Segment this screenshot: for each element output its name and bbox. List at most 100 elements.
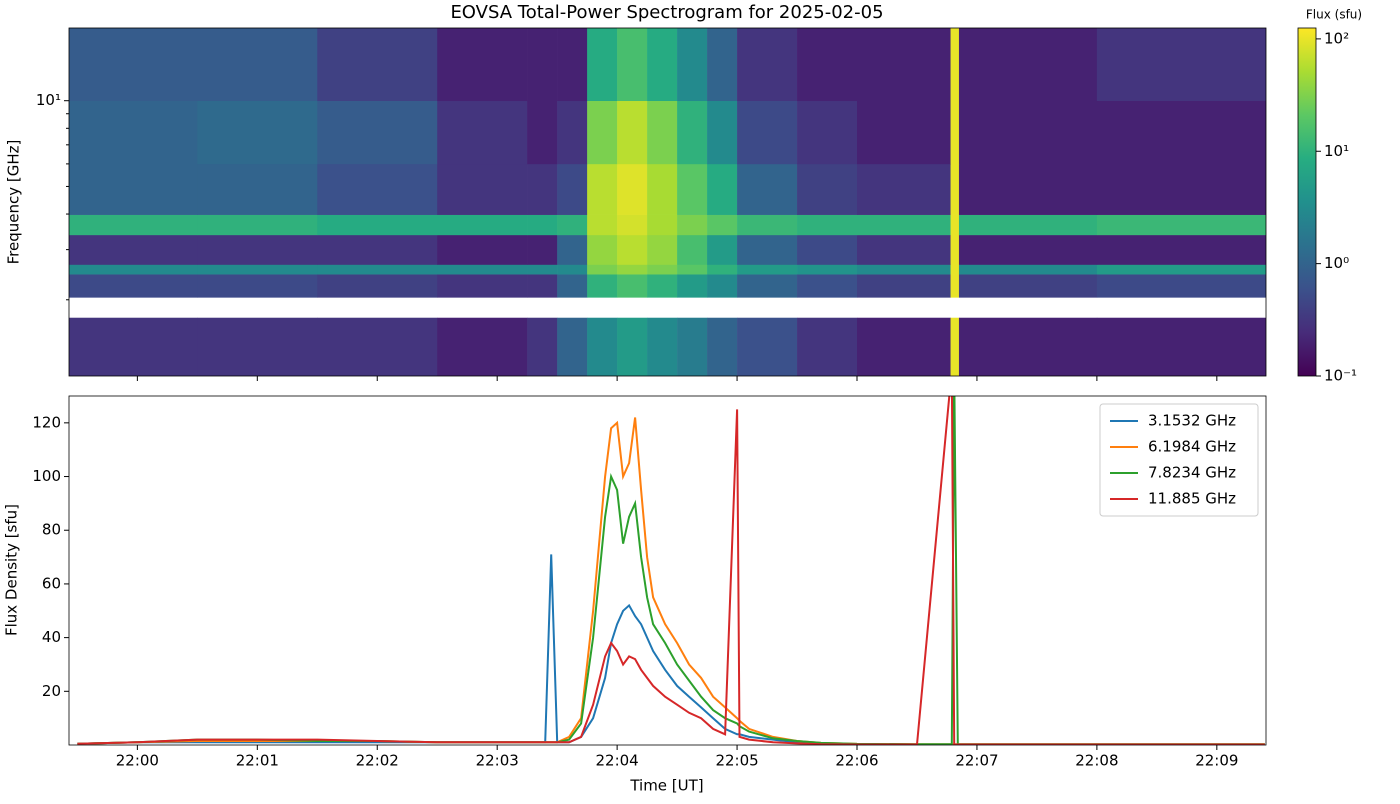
heat-cell [587,28,618,102]
heat-cell [677,234,708,265]
heat-cell [950,28,960,102]
heat-cell [647,264,678,275]
heat-cell [958,317,1098,376]
heat-cell [737,274,798,298]
heat-cell [69,274,198,298]
heat-cell [857,100,951,165]
heat-cell [707,163,738,215]
colorbar [1297,27,1317,377]
heat-cell [647,317,678,376]
heat-cell [617,214,648,236]
lines [77,396,1265,745]
heat-cell [317,100,438,165]
heat-cell [737,163,798,215]
heat-cell [647,214,678,236]
series-line [77,396,1265,745]
heat-cell [527,264,558,275]
heat-cell [197,163,318,215]
heat-cell [557,214,588,236]
heat-cell [617,163,648,215]
colorbar-tick-label: 10⁰ [1324,254,1349,272]
heat-cell [797,274,858,298]
heat-cell [797,264,858,275]
heat-cell [857,163,951,215]
heat-cell [707,214,738,236]
heat-cell [737,214,798,236]
heat-cell [317,234,438,265]
heat-cell [557,234,588,265]
heat-cell [557,317,588,376]
heat-cell [437,274,528,298]
heat-cell [317,317,438,376]
heat-cell [797,28,858,102]
y-tick-label: 40 [42,628,61,646]
heat-cell [647,163,678,215]
y-axis-label: Flux Density [sfu] [3,504,21,636]
heat-cell [587,274,618,298]
heat-cell [737,234,798,265]
x-tick-label: 22:08 [1075,752,1118,770]
heat-cell [677,264,708,275]
plot-frame [68,395,1267,746]
y-tick-label: 60 [42,574,61,592]
heat-cell [797,163,858,215]
x-tick-label: 22:07 [955,752,998,770]
colorbar-tick-label: 10¹ [1324,142,1349,160]
heat-cell [857,274,951,298]
x-tick-label: 22:03 [476,752,519,770]
y-tick-label: 20 [42,682,61,700]
heat-cell [527,317,558,376]
heat-cell [737,28,798,102]
heat-cell [1096,234,1266,265]
heat-cell [1096,214,1266,236]
heat-cell [317,274,438,298]
heat-cell [197,317,318,376]
heat-cell [557,28,588,102]
legend-label: 3.1532 GHz [1148,412,1236,430]
series-line [77,396,1265,745]
heat-cell [617,317,648,376]
heat-cell [677,163,708,215]
heat-cell [737,264,798,275]
heat-cell [1096,317,1266,376]
heat-cell [1096,264,1266,275]
heat-cell [617,28,648,102]
heat-cell [557,274,588,298]
heat-cell [527,100,558,165]
heat-cell [958,163,1098,215]
heat-cell [857,317,951,376]
x-tick-label: 22:05 [715,752,758,770]
heat-cell [197,264,318,275]
heat-cell [587,317,618,376]
heat-cell [1096,163,1266,215]
heat-cell [69,28,198,102]
heat-cell [797,234,858,265]
series-line [77,417,1265,745]
heat-cell [950,317,960,376]
x-tick-label: 22:00 [116,752,159,770]
heat-cell [437,317,528,376]
heat-cell [197,28,318,102]
heat-cell [857,28,951,102]
heat-cell [737,317,798,376]
heat-cell [950,274,960,298]
heat-cell [587,214,618,236]
heat-cell [617,264,648,275]
heat-cell [437,214,528,236]
heat-cell [950,234,960,265]
heat-cell [197,274,318,298]
heat-cell [317,163,438,215]
heat-cell [950,100,960,165]
heat-cell [197,234,318,265]
heat-cell [1096,274,1266,298]
heat-cell [317,264,438,275]
heat-cell [317,214,438,236]
heat-cell [857,234,951,265]
heat-cell [950,214,960,236]
heat-cell [617,234,648,265]
heat-cell [677,274,708,298]
heat-cell [557,264,588,275]
x-tick-label: 22:01 [236,752,279,770]
heat-cell [797,214,858,236]
